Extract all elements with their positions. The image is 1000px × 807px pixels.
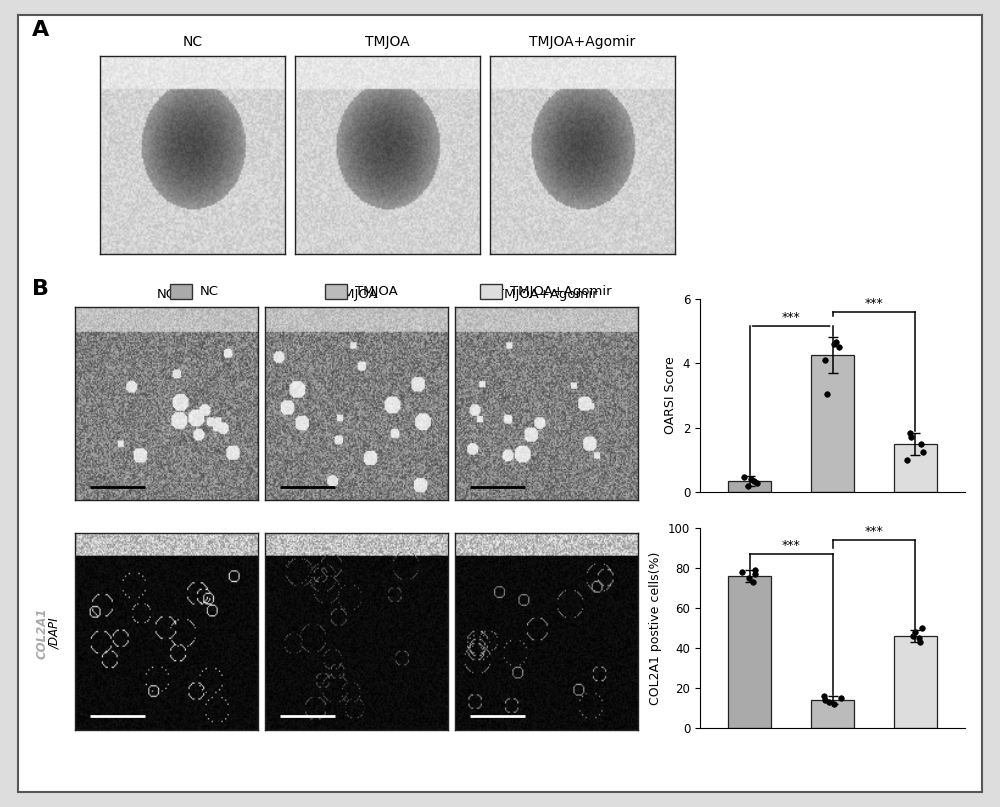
Point [911, 631, 927, 644]
Y-axis label: COL2A1 postive cells(%): COL2A1 postive cells(%) [649, 551, 662, 705]
Bar [811, 700, 854, 728]
Text: /DAPI: /DAPI [48, 617, 62, 650]
Point [831, 341, 847, 353]
Point [915, 445, 931, 458]
Point [817, 693, 833, 706]
Text: ***: *** [865, 525, 883, 537]
Text: ***: *** [865, 296, 883, 310]
Point [902, 426, 918, 439]
Point [826, 337, 842, 350]
Point [833, 692, 849, 705]
Point [740, 479, 756, 492]
Text: COL2A1: COL2A1 [36, 608, 48, 659]
Y-axis label: OARSI Score: OARSI Score [664, 357, 677, 434]
Point [905, 629, 921, 642]
Text: B: B [32, 278, 49, 299]
Point [736, 470, 752, 483]
Text: ***: *** [782, 539, 800, 552]
Point [912, 635, 928, 648]
Bar [728, 576, 771, 728]
Text: ***: *** [782, 311, 800, 324]
Point [914, 621, 930, 634]
Text: TMJOA+Agomir: TMJOA+Agomir [496, 288, 597, 301]
Text: A: A [32, 20, 49, 40]
Point [749, 477, 765, 490]
Point [734, 566, 750, 579]
Text: TMJOA+Agomir: TMJOA+Agomir [510, 285, 612, 298]
Bar [811, 355, 854, 492]
Point [817, 353, 833, 366]
Point [741, 571, 757, 584]
Bar [728, 481, 771, 492]
Point [747, 563, 763, 576]
Point [743, 472, 759, 485]
Point [747, 567, 763, 580]
Text: NC: NC [182, 35, 203, 48]
Text: TMJOA: TMJOA [365, 35, 410, 48]
Point [816, 689, 832, 702]
Point [913, 437, 929, 450]
Point [819, 387, 835, 400]
Text: NC: NC [157, 288, 176, 301]
Bar [894, 444, 937, 492]
Point [899, 454, 915, 466]
Text: TMJOA: TMJOA [355, 285, 398, 298]
Point [828, 336, 844, 349]
Point [745, 575, 761, 588]
Point [826, 697, 842, 710]
Point [907, 625, 923, 638]
Text: NC: NC [200, 285, 219, 298]
Bar [894, 636, 937, 728]
Point [821, 696, 837, 709]
Point [746, 475, 762, 487]
Text: TMJOA+Agomir: TMJOA+Agomir [529, 35, 636, 48]
Point [903, 431, 919, 444]
Text: TMJOA: TMJOA [335, 288, 378, 301]
